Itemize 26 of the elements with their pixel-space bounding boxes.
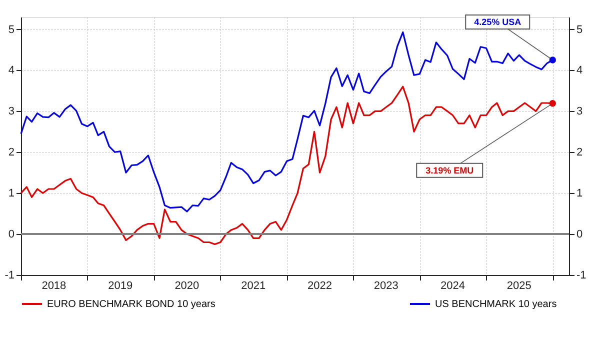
- y2-tick-label: 0: [576, 228, 583, 241]
- x-tick-label: 2025: [506, 280, 532, 292]
- annotation: 4.25% USA: [474, 17, 522, 27]
- y2-tick-label: 5: [576, 24, 583, 36]
- legend-label: EURO BENCHMARK BOND 10 years: [47, 299, 216, 310]
- y2-tick-label: 4: [576, 64, 583, 77]
- x-tick-label: 2019: [108, 280, 133, 292]
- x-tick-label: 2020: [174, 280, 200, 292]
- y2-tick-label: 2: [576, 146, 583, 159]
- y-tick-label: 3: [8, 106, 14, 118]
- y-tick-label: 1: [8, 188, 14, 200]
- y-tick-label: 2: [8, 146, 14, 159]
- x-tick-label: 2018: [42, 280, 66, 292]
- y2-tick-label: -1: [576, 270, 586, 282]
- x-tick-label: 2024: [440, 280, 465, 292]
- y2-tick-label: 1: [576, 188, 583, 200]
- x-tick-label: 2023: [374, 280, 398, 292]
- x-tick-label: 2021: [241, 280, 266, 292]
- y-tick-label: 4: [8, 64, 14, 77]
- legend-label: US BENCHMARK 10 years: [435, 299, 557, 310]
- y2-tick-label: 3: [576, 106, 583, 118]
- y-tick-label: 5: [8, 24, 14, 36]
- x-tick-label: 2022: [308, 280, 332, 292]
- y-tick-label: -1: [4, 270, 14, 282]
- y-tick-label: 0: [8, 228, 14, 241]
- annotation: 3.19% EMU: [426, 165, 474, 176]
